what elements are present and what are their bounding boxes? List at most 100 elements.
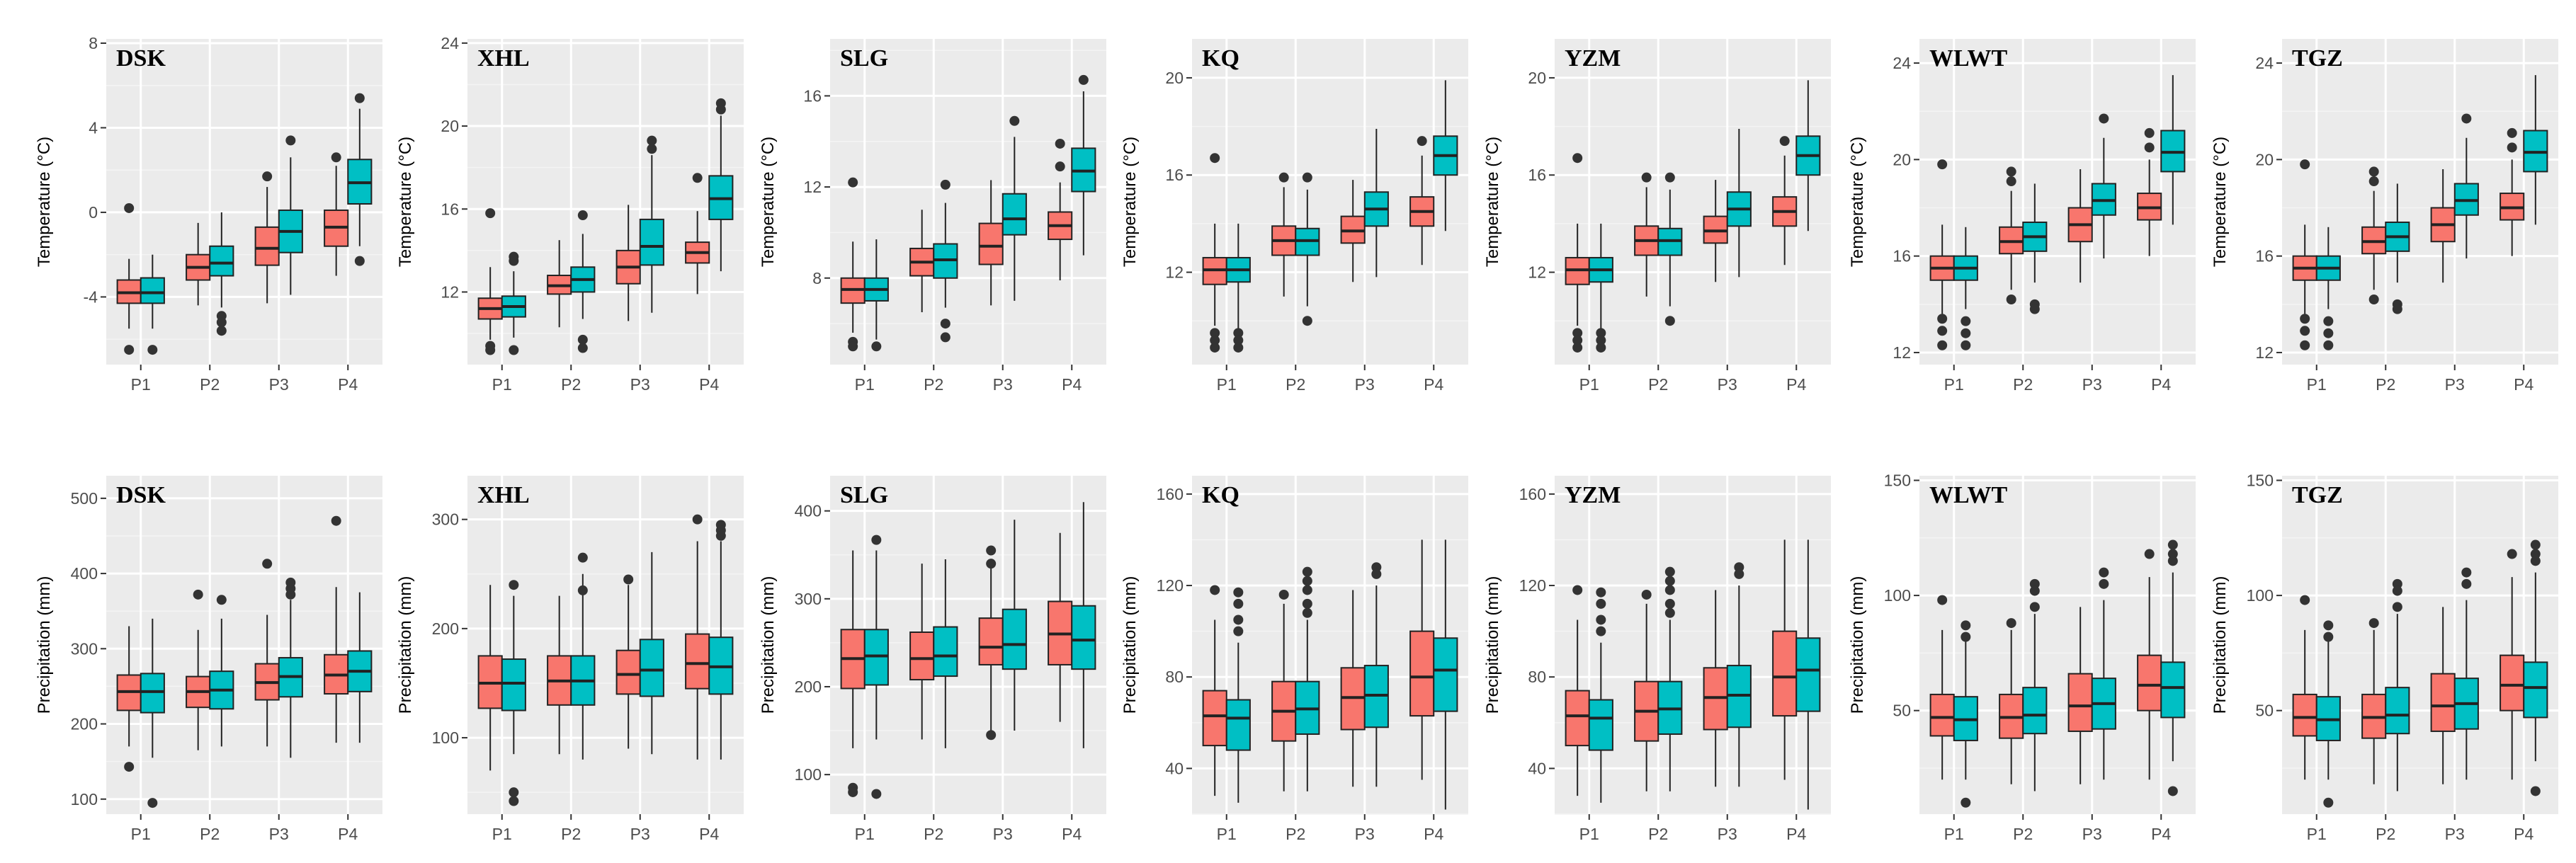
box-p3-series-b	[1002, 520, 1027, 731]
y-tick-label: 20	[1893, 150, 1911, 168]
box-p1-series-a	[1565, 585, 1590, 796]
outlier-point	[1572, 335, 1583, 345]
outlier-point	[2392, 304, 2402, 314]
box-p2-series-b	[209, 595, 234, 747]
outlier-point	[2461, 578, 2472, 589]
y-tick-label: 24	[1893, 54, 1911, 72]
outlier-point	[485, 345, 496, 355]
outlier-point	[2392, 602, 2402, 612]
box-p2-series-b	[2385, 183, 2410, 314]
x-tick-label: P3	[630, 375, 650, 394]
y-tick-label: 300	[71, 639, 98, 658]
box-iqr	[1565, 690, 1590, 747]
y-tick-label: 20	[1528, 69, 1546, 87]
y-tick-label: 100	[795, 765, 822, 784]
chart-panel-temperature-tgz: 12 16 20 24 P1 P2 P3 P4 TGZ Temperature (°C)	[2211, 39, 2558, 394]
outlier-point	[2167, 549, 2178, 559]
box-p2-series-a	[186, 589, 211, 750]
y-tick-label: 16	[2255, 247, 2274, 265]
box-p2-series-b	[570, 552, 596, 760]
outlier-point	[940, 332, 951, 343]
x-tick-label: P2	[2013, 825, 2033, 843]
outlier-point	[2029, 578, 2040, 589]
outlier-point	[1302, 598, 1312, 609]
x-tick-label: P4	[2514, 825, 2534, 843]
outlier-point	[1210, 153, 1220, 164]
outlier-point	[509, 345, 519, 355]
x-tick-label: P1	[855, 825, 875, 843]
outlier-point	[2167, 786, 2178, 796]
box-iqr	[2160, 661, 2186, 719]
box-p2-series-a	[909, 210, 935, 313]
box-p4-series-b	[2523, 75, 2548, 225]
outlier-point	[715, 530, 726, 541]
box-iqr	[1588, 699, 1613, 751]
box-p2-series-b	[2022, 183, 2048, 314]
box-iqr	[2500, 654, 2525, 711]
outlier-point	[1302, 607, 1312, 618]
box-p4-series-a	[324, 515, 349, 743]
y-axis-label: Temperature (°C)	[396, 137, 415, 267]
box-iqr	[1225, 699, 1251, 751]
x-tick-label: P1	[2307, 375, 2327, 394]
y-tick-label: 200	[432, 619, 459, 638]
box-p1-series-a	[1202, 585, 1227, 796]
box-p3-series-a	[1703, 180, 1728, 282]
box-iqr	[1071, 605, 1096, 670]
x-tick-label: P1	[1217, 825, 1237, 843]
outlier-point	[1371, 562, 1382, 573]
box-p4-series-a	[685, 514, 710, 760]
box-iqr	[1929, 693, 1955, 737]
chart-panel-precipitation-yzm: 40 80 120 160 P1 P2 P3 P4 YZM Precipitation (mm)	[1483, 476, 1831, 843]
box-p1-series-b	[863, 535, 889, 799]
box-iqr	[978, 617, 1004, 665]
box-iqr	[1202, 690, 1227, 747]
outlier-point	[1664, 585, 1675, 595]
outlier-point	[1961, 620, 1971, 631]
outlier-point	[1937, 314, 1948, 324]
outlier-point	[2099, 567, 2109, 578]
box-p3-series-a	[978, 545, 1004, 741]
box-p2-series-a	[1634, 172, 1659, 297]
box-p1-series-b	[1588, 587, 1613, 803]
box-iqr	[615, 649, 641, 695]
chart-panel-precipitation-kq: 40 80 120 160 P1 P2 P3 P4 KQ Precipitation (mm)	[1120, 476, 1468, 843]
x-tick-label: P4	[1062, 375, 1082, 394]
outlier-point	[1664, 598, 1675, 609]
outlier-point	[1734, 568, 1744, 579]
outlier-point	[577, 552, 588, 563]
box-iqr	[140, 673, 165, 714]
box-p3-series-a	[615, 574, 641, 749]
y-axis-label: Precipitation (mm)	[2211, 576, 2230, 714]
outlier-point	[647, 144, 657, 154]
chart-panel-precipitation-wlwt: 50 100 150 P1 P2 P3 P4 WLWT Precipitation (mm)	[1848, 471, 2196, 843]
outlier-point	[1233, 615, 1244, 625]
y-axis-label: Temperature (°C)	[35, 137, 54, 267]
y-tick-label: 150	[2247, 471, 2274, 490]
y-axis-label: Temperature (°C)	[2211, 137, 2230, 267]
box-p3-series-a	[254, 171, 280, 304]
outlier-point	[331, 515, 341, 526]
x-tick-label: P1	[131, 825, 151, 843]
box-iqr	[1433, 637, 1458, 712]
outlier-point	[577, 334, 588, 345]
outlier-point	[262, 171, 273, 182]
y-tick-label: 120	[1519, 576, 1546, 595]
box-iqr	[2022, 687, 2048, 735]
y-tick-label: 16	[1165, 166, 1184, 184]
panel-title: TGZ	[2292, 482, 2343, 508]
panel-title: SLG	[840, 45, 888, 72]
box-p4-series-b	[1071, 502, 1096, 748]
outlier-point	[1937, 326, 1948, 336]
box-p2-series-b	[1657, 172, 1683, 326]
y-axis-label: Precipitation (mm)	[396, 576, 415, 714]
outlier-point	[147, 798, 158, 808]
box-iqr	[1409, 630, 1435, 717]
x-tick-label: P4	[1062, 825, 1082, 843]
outlier-point	[1664, 316, 1675, 326]
chart-panel-temperature-wlwt: 12 16 20 24 P1 P2 P3 P4 WLWT Temperature (°C)	[1848, 39, 2196, 394]
box-iqr	[209, 245, 234, 277]
x-tick-label: P1	[1579, 375, 1599, 394]
outlier-point	[2006, 166, 2016, 177]
chart-panel-temperature-yzm: 12 16 20 P1 P2 P3 P4 YZM Temperature (°C)	[1483, 39, 1831, 394]
